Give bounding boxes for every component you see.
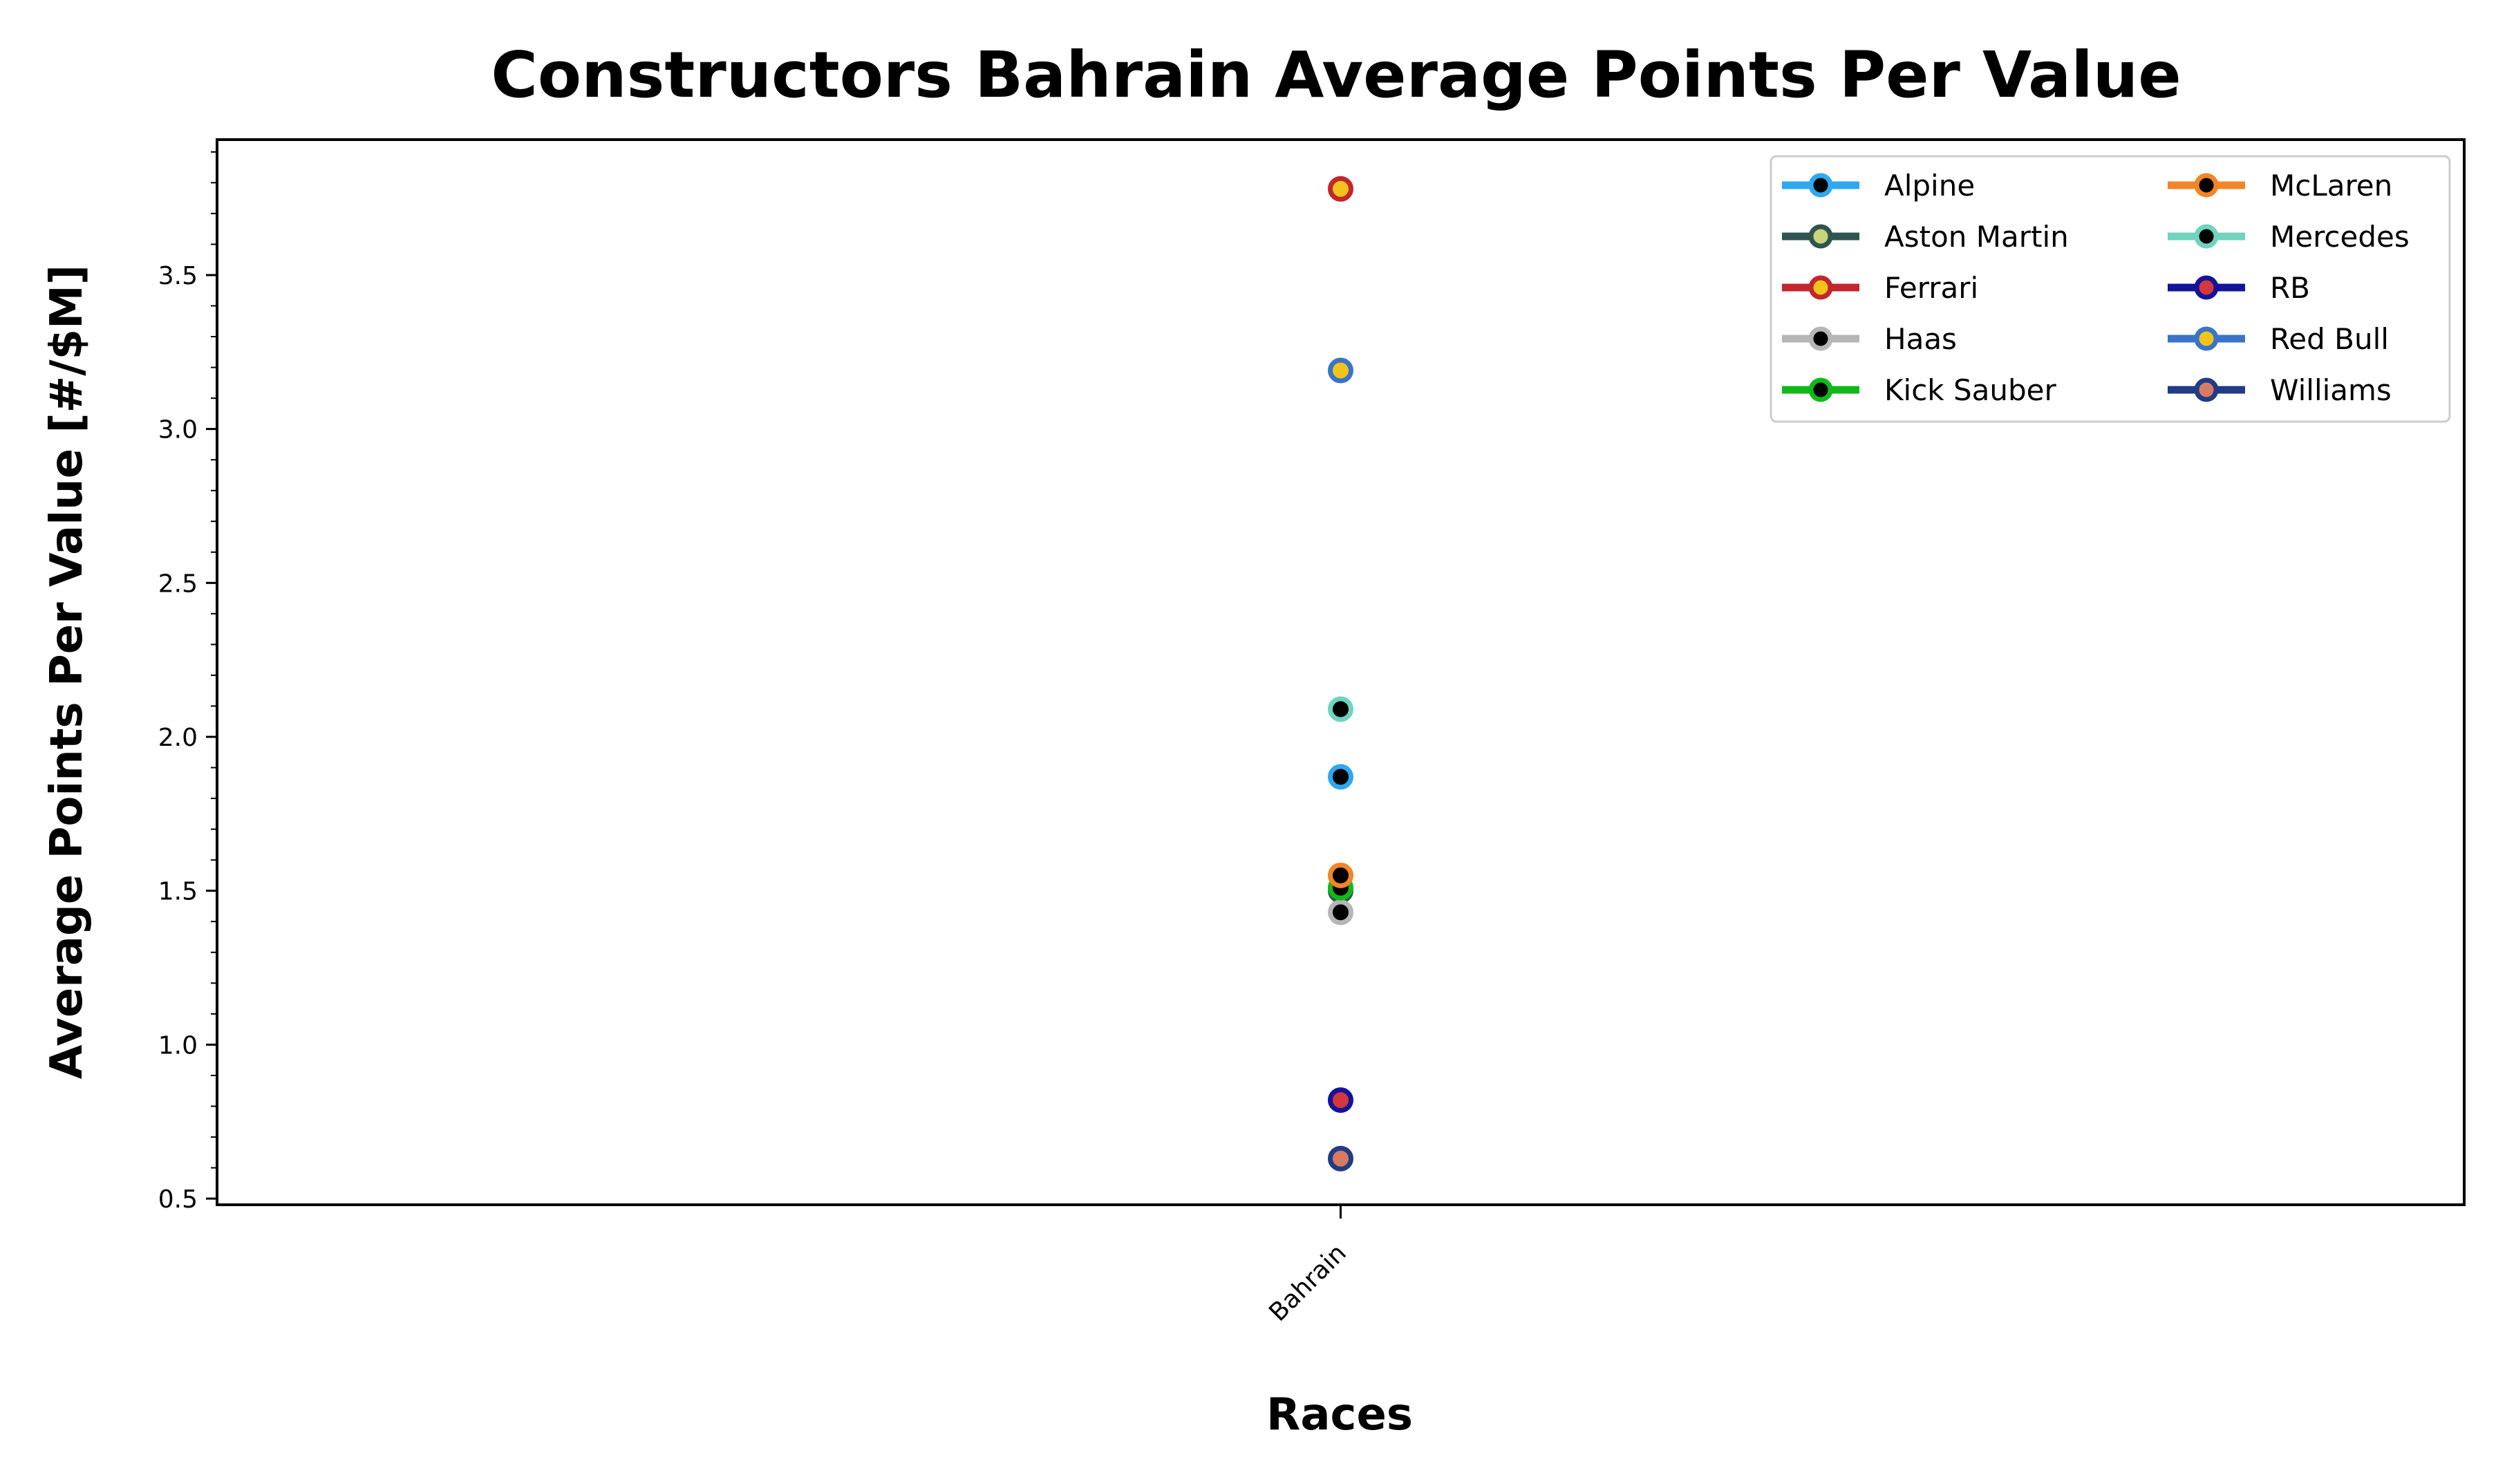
data-markers [1328,176,1353,1172]
y-axis: 0.5 1.0 1.5 2.0 2.5 3.0 3.5 [158,151,217,1214]
legend-marker-mercedes [2194,224,2219,249]
legend-label-rb: RB [2270,271,2310,305]
legend-marker-williams [2194,377,2219,402]
y-tick-label: 2.0 [158,724,198,752]
legend-marker-haas [1808,326,1833,351]
legend-marker-kick-sauber [1808,377,1833,402]
point-williams [1328,1145,1353,1172]
y-axis-label: Average Points Per Value [#/$M] [41,265,93,1079]
legend-label-kick-sauber: Kick Sauber [1884,373,2056,407]
y-tick-label: 0.5 [158,1185,198,1214]
legend-marker-ferrari [1808,275,1833,300]
legend-marker-mclaren [2194,173,2219,198]
chart-title: Constructors Bahrain Average Points Per … [491,38,2181,112]
point-rb [1328,1087,1353,1114]
x-tick-label: Bahrain [1264,1239,1351,1326]
x-axis-label: Races [1266,1389,1413,1440]
y-tick-label: 2.5 [158,570,198,598]
legend-marker-red-bull [2194,326,2219,351]
legend-label-red-bull: Red Bull [2270,322,2389,356]
legend: Alpine Aston Martin Ferrari Haas Kick Sauber… [1770,155,2451,423]
point-ferrari [1328,176,1353,202]
point-alpine [1328,764,1353,790]
point-haas [1328,899,1353,926]
legend-label-alpine: Alpine [1884,169,1975,203]
legend-marker-alpine [1808,173,1833,198]
y-tick-label: 3.5 [158,262,198,290]
legend-label-haas: Haas [1884,322,1957,356]
legend-label-mercedes: Mercedes [2270,220,2410,254]
legend-box [1770,155,2451,423]
point-mercedes [1328,696,1353,722]
legend-label-aston-martin: Aston Martin [1884,220,2069,254]
point-red-bull [1328,357,1353,384]
legend-marker-aston-martin [1808,224,1833,249]
y-tick-label: 1.5 [158,878,198,906]
legend-label-ferrari: Ferrari [1884,271,1978,305]
legend-label-williams: Williams [2270,373,2392,407]
legend-label-mclaren: McLaren [2270,169,2392,203]
point-mclaren [1328,862,1353,888]
legend-marker-rb [2194,275,2219,300]
x-axis: Bahrain [1264,1205,1352,1327]
y-tick-label: 3.0 [158,416,198,444]
y-tick-label: 1.0 [158,1031,198,1060]
